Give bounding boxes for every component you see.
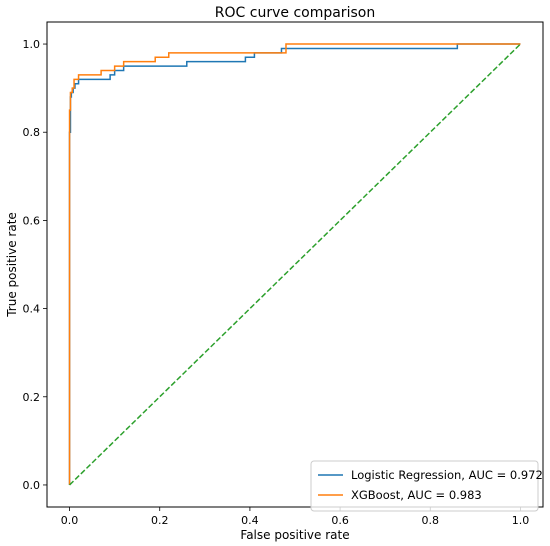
chart-title: ROC curve comparison [215, 5, 375, 21]
series-line-1 [68, 43, 521, 485]
y-axis-label: True positive rate [5, 212, 19, 318]
series-line-0 [68, 43, 521, 485]
y-tick-label: 0.4 [23, 303, 41, 316]
series-line-2 [69, 43, 521, 486]
x-tick-label: 0.8 [422, 514, 440, 527]
legend-entry: Logistic Regression, AUC = 0.972 [351, 468, 543, 482]
ticks-layer: 0.0 0.2 0.4 0.6 0.8 1.0 0.0 0.2 0.4 0.6 0.8 1.0 [23, 38, 530, 527]
legend-entry: XGBoost, AUC = 0.983 [351, 488, 482, 502]
y-tick-label: 0.6 [23, 214, 41, 227]
x-tick-label: 1.0 [512, 514, 530, 527]
y-tick-label: 0.8 [23, 126, 41, 139]
y-tick-label: 1.0 [23, 38, 41, 51]
y-tick-label: 0.2 [23, 391, 41, 404]
plot-frame [46, 21, 544, 508]
series-layer [68, 43, 521, 486]
x-tick-label: 0.6 [331, 514, 349, 527]
y-tick-label: 0.0 [23, 479, 41, 492]
x-tick-label: 0.0 [61, 514, 79, 527]
x-tick-label: 0.4 [241, 514, 259, 527]
legend: Logistic Regression, AUC = 0.972 XGBoost,… [310, 460, 543, 512]
x-tick-label: 0.2 [151, 514, 169, 527]
x-axis-label: False positive rate [240, 528, 349, 542]
legend-box [310, 460, 539, 512]
